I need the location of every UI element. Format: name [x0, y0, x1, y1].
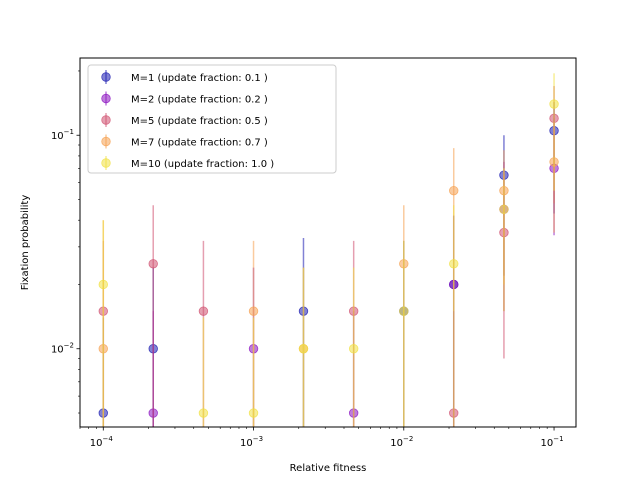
- data-point: [449, 259, 459, 269]
- x-axis-label: Relative fitness: [290, 463, 367, 474]
- x-tick-label: 10−1: [541, 435, 564, 449]
- plot-marks: [98, 73, 559, 427]
- ticks-layer: 10−4 10−3 10−2 10−1 10−2 10−1: [51, 70, 564, 449]
- x-tick-label: 10−2: [390, 435, 413, 449]
- legend-label: M=5 (update fraction: 0.5 ): [131, 116, 268, 127]
- data-point: [399, 306, 409, 316]
- legend-label: M=2 (update fraction: 0.2 ): [131, 95, 268, 106]
- legend-marker: [101, 93, 111, 104]
- legend-item: M=2 (update fraction: 0.2 ): [101, 91, 268, 106]
- legend-marker: [101, 136, 111, 147]
- legend-item: M=7 (update fraction: 0.7 ): [101, 134, 268, 149]
- data-point: [198, 408, 209, 418]
- data-point: [248, 306, 259, 316]
- legend-marker: [101, 158, 111, 168]
- data-point: [148, 259, 158, 269]
- data-point: [449, 185, 459, 196]
- y-axis-label: Fixation probability: [20, 195, 31, 291]
- data-point: [499, 204, 509, 214]
- legend-item: M=10 (update fraction: 1.0 ): [101, 156, 274, 170]
- data-point: [298, 344, 309, 354]
- legend-marker: [101, 72, 111, 82]
- data-point: [98, 279, 108, 290]
- axes-frame: [79, 57, 577, 428]
- legend-label: M=7 (update fraction: 0.7 ): [131, 138, 268, 149]
- y-tick-label: 10−2: [51, 342, 74, 356]
- legend-label: M=1 (update fraction: 0.1 ): [131, 73, 268, 84]
- legend-label: M=10 (update fraction: 1.0 ): [131, 159, 274, 170]
- legend-item: M=5 (update fraction: 0.5 ): [101, 113, 268, 127]
- data-point: [248, 408, 259, 418]
- series-5: [98, 73, 559, 427]
- series-layer: [98, 73, 559, 427]
- y-tick-label: 10−1: [51, 128, 74, 142]
- legend-box: [87, 64, 337, 174]
- data-point: [549, 99, 559, 109]
- x-tick-label: 10−3: [240, 435, 263, 449]
- x-tick-label: 10−4: [90, 435, 114, 449]
- legend-marker: [101, 115, 111, 125]
- data-point: [198, 306, 209, 316]
- legend: M=1 (update fraction: 0.1 ) M=2 (update f…: [87, 64, 337, 174]
- data-point: [348, 344, 359, 354]
- legend-item: M=1 (update fraction: 0.1 ): [101, 70, 268, 84]
